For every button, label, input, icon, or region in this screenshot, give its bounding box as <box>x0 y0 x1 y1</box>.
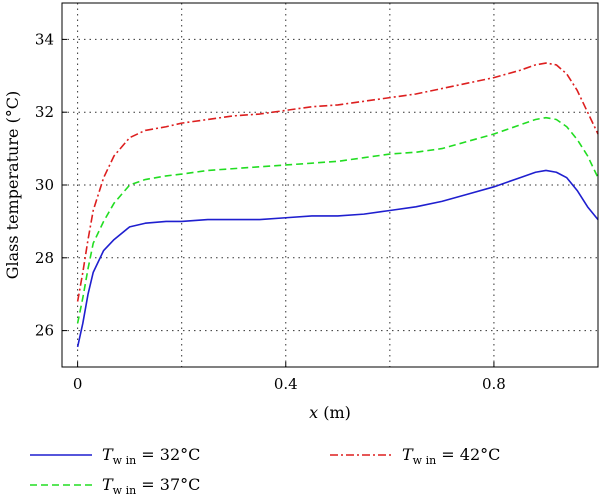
legend-subscript: w in <box>113 484 137 497</box>
legend-subscript: w in <box>413 454 437 467</box>
y-tick-label: 32 <box>35 103 54 121</box>
y-tick-label: 26 <box>35 322 54 340</box>
axis-ticks: 0 0.4 0.8 26 28 30 32 34 <box>35 30 506 393</box>
y-tick-label: 28 <box>35 249 54 267</box>
legend-label-2: Tw in = 37°C <box>102 475 200 497</box>
x-tick-label: 0 <box>73 375 83 393</box>
x-axis-label: x (m) <box>309 403 351 422</box>
legend-var: T <box>402 445 414 464</box>
x-tick-label: 0.8 <box>482 375 506 393</box>
y-tick-label: 34 <box>35 30 54 48</box>
legend-label-1: Tw in = 32°C <box>102 445 200 467</box>
x-axis-variable: x <box>309 403 318 422</box>
x-axis-unit: (m) <box>318 403 351 422</box>
y-tick-label: 30 <box>35 176 54 194</box>
legend-var: T <box>102 445 114 464</box>
legend-value: = 37°C <box>136 475 200 494</box>
plot-frame <box>61 2 599 368</box>
series-line-3 <box>76 62 599 302</box>
legend-value: = 32°C <box>136 445 200 464</box>
legend-value: = 42°C <box>436 445 500 464</box>
legend-subscript: w in <box>113 454 137 467</box>
series-layer <box>76 62 599 348</box>
y-axis-label: Glass temperature (°C) <box>3 91 22 280</box>
legend-label-3: Tw in = 42°C <box>402 445 500 467</box>
series-line-1 <box>76 169 599 348</box>
legend: Tw in = 32°C Tw in = 42°CTw in = 37°C <box>30 445 500 497</box>
grid-lines <box>62 3 599 367</box>
series-line-2 <box>76 116 599 324</box>
x-tick-label: 0.4 <box>274 375 298 393</box>
legend-var: T <box>102 475 114 494</box>
